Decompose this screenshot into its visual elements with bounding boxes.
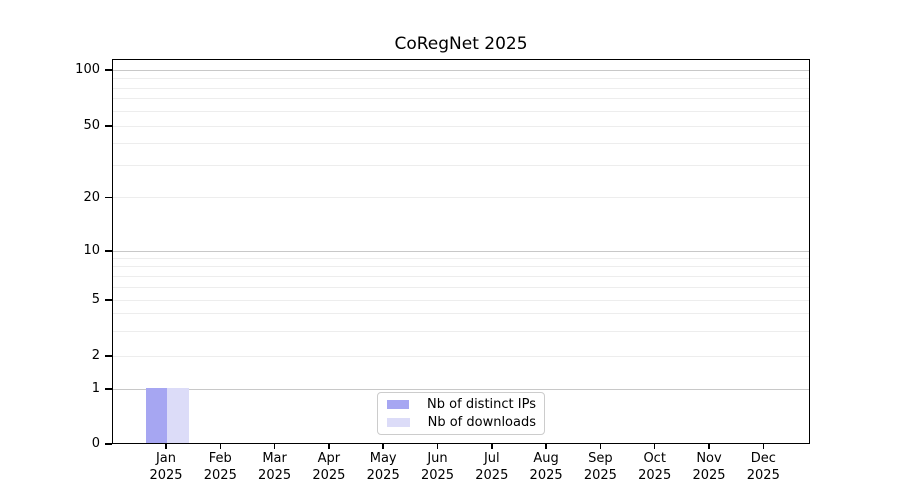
- minor-gridline: [113, 266, 809, 268]
- minor-gridline: [113, 313, 809, 315]
- x-tick-label-sep: Sep 2025: [572, 450, 628, 484]
- legend-label-downloads: Nb of downloads: [427, 415, 536, 431]
- x-tick-label-may: May 2025: [355, 450, 411, 484]
- x-tick-year: 2025: [746, 468, 780, 483]
- major-gridline: [113, 69, 809, 71]
- y-tick-mark: [105, 250, 112, 252]
- legend-item-downloads: Nb of downloads: [386, 415, 536, 432]
- major-gridline: [113, 388, 809, 390]
- x-tick-year: 2025: [258, 468, 292, 483]
- x-tick-month: Feb: [208, 451, 232, 466]
- major-gridline: [113, 250, 809, 252]
- y-tick-mark: [105, 196, 112, 199]
- x-tick-year: 2025: [203, 468, 237, 483]
- x-tick-year: 2025: [638, 468, 672, 483]
- x-tick-mark: [599, 444, 602, 449]
- x-tick-label-apr: Apr 2025: [301, 450, 357, 484]
- minor-gridline: [113, 165, 809, 167]
- legend: Nb of distinct IPs Nb of downloads: [377, 392, 545, 435]
- x-tick-label-dec: Dec 2025: [735, 450, 791, 484]
- x-tick-year: 2025: [692, 468, 726, 483]
- x-tick-month: Jul: [483, 451, 500, 466]
- legend-label-distinct-ips: Nb of distinct IPs: [427, 396, 536, 412]
- minor-gridline: [113, 286, 809, 288]
- y-tick-mark: [105, 299, 112, 301]
- x-tick-mark: [545, 444, 547, 449]
- x-tick-mark: [436, 444, 439, 449]
- legend-item-distinct-ips: Nb of distinct IPs: [386, 396, 536, 413]
- x-tick-mark: [762, 444, 765, 449]
- minor-gridline: [113, 125, 809, 127]
- x-tick-mark: [382, 444, 384, 449]
- minor-gridline: [113, 275, 809, 277]
- y-tick-label: 10: [83, 243, 100, 258]
- x-tick-month: Sep: [588, 451, 613, 466]
- legend-swatch-distinct-ips: [387, 399, 410, 409]
- x-tick-month: Mar: [262, 451, 287, 466]
- x-tick-mark: [708, 444, 710, 449]
- y-tick-label: 100: [75, 62, 100, 77]
- x-tick-label-mar: Mar 2025: [247, 450, 303, 484]
- x-tick-month: Jan: [155, 451, 177, 466]
- x-tick-year: 2025: [475, 468, 509, 483]
- x-tick-year: 2025: [420, 468, 455, 483]
- y-tick-mark: [105, 69, 112, 71]
- y-tick-mark: [105, 388, 112, 390]
- x-tick-month: Aug: [533, 451, 559, 466]
- y-tick-mark: [105, 443, 112, 445]
- x-tick-label-jun: Jun 2025: [410, 450, 466, 484]
- x-tick-label-feb: Feb 2025: [192, 450, 248, 484]
- x-tick-label-jan: Jan 2025: [138, 450, 194, 484]
- x-tick-label-aug: Aug 2025: [518, 450, 574, 484]
- x-tick-mark: [491, 444, 493, 449]
- bar-jan-downloads: [167, 388, 189, 443]
- minor-gridline: [113, 330, 809, 332]
- minor-gridline: [113, 257, 809, 259]
- plot-area: [112, 59, 810, 444]
- y-tick-label: 20: [83, 189, 100, 205]
- y-tick-label: 50: [83, 118, 100, 133]
- x-tick-month: Oct: [643, 451, 666, 466]
- y-tick-label: 0: [91, 436, 100, 451]
- y-tick-mark: [105, 355, 112, 357]
- chart-title: CoRegNet 2025: [394, 34, 528, 54]
- x-tick-year: 2025: [529, 468, 563, 483]
- x-tick-year: 2025: [366, 468, 400, 483]
- x-tick-mark: [165, 444, 167, 449]
- minor-gridline: [113, 110, 809, 112]
- y-tick-label: 1: [91, 381, 100, 396]
- x-tick-label-oct: Oct 2025: [627, 450, 683, 484]
- minor-gridline: [113, 197, 809, 198]
- x-tick-year: 2025: [312, 468, 346, 483]
- y-tick-label: 2: [91, 348, 100, 363]
- x-tick-mark: [653, 444, 656, 449]
- x-tick-month: Jun: [427, 451, 448, 466]
- minor-gridline: [113, 299, 809, 301]
- minor-gridline: [113, 98, 809, 100]
- minor-gridline: [113, 78, 809, 79]
- x-tick-mark: [219, 444, 222, 449]
- minor-gridline: [113, 142, 809, 144]
- x-tick-label-nov: Nov 2025: [681, 450, 737, 484]
- x-tick-month: Dec: [750, 451, 776, 466]
- y-tick-label: 5: [91, 292, 100, 307]
- minor-gridline: [113, 87, 809, 89]
- x-tick-month: May: [369, 451, 397, 466]
- x-tick-month: Nov: [696, 451, 722, 466]
- y-tick-mark: [105, 125, 112, 127]
- x-tick-year: 2025: [149, 468, 183, 483]
- x-tick-mark: [273, 444, 276, 449]
- bar-jan-distinct-ips: [145, 388, 167, 443]
- legend-swatch-downloads: [387, 418, 410, 428]
- minor-gridline: [113, 355, 809, 357]
- x-tick-month: Apr: [317, 451, 341, 466]
- x-tick-mark: [328, 444, 330, 449]
- x-tick-year: 2025: [583, 468, 617, 483]
- x-tick-label-jul: Jul 2025: [464, 450, 520, 484]
